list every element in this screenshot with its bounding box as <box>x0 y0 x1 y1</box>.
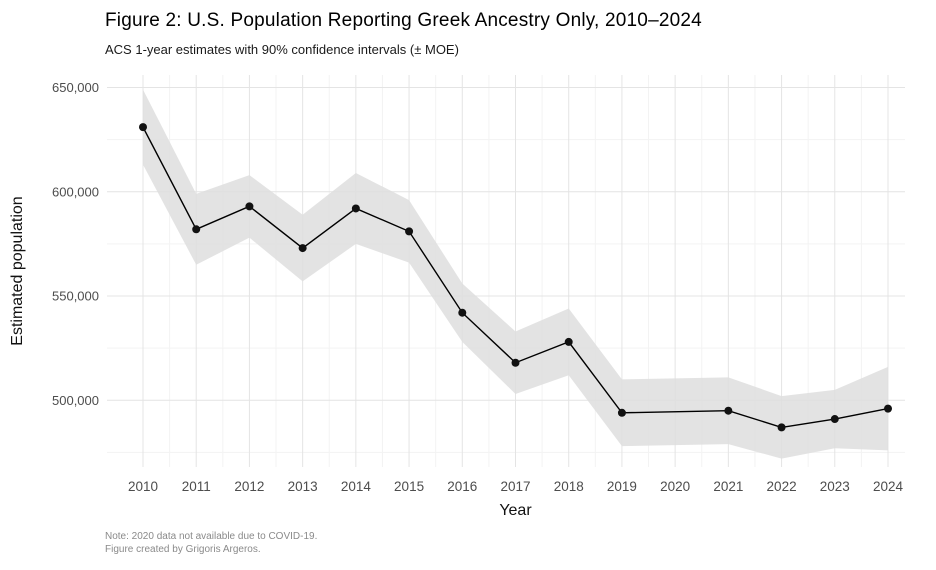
series-layer <box>139 89 892 459</box>
y-tick-label: 550,000 <box>52 289 99 304</box>
x-tick-label: 2017 <box>500 479 530 494</box>
chart-subtitle: ACS 1-year estimates with 90% confidence… <box>105 42 459 57</box>
data-point <box>884 404 892 413</box>
data-point <box>777 423 786 432</box>
y-tick-label: 600,000 <box>52 184 99 199</box>
data-point <box>724 406 733 415</box>
x-tick-label: 2014 <box>341 479 372 494</box>
data-point <box>405 227 414 236</box>
x-tick-label: 2019 <box>607 479 637 494</box>
chart-note: Note: 2020 data not available due to COV… <box>105 531 318 542</box>
data-point <box>351 204 360 213</box>
data-point <box>192 225 201 234</box>
data-point <box>458 308 467 317</box>
x-tick-label: 2021 <box>713 479 743 494</box>
x-tick-label: 2018 <box>554 479 584 494</box>
chart-title: Figure 2: U.S. Population Reporting Gree… <box>105 10 702 31</box>
x-axis-title: Year <box>499 502 532 519</box>
data-point <box>245 202 254 211</box>
y-tick-label: 650,000 <box>52 80 99 95</box>
chart-credit: Figure created by Grigoris Argeros. <box>105 544 261 555</box>
data-point <box>564 337 573 346</box>
x-tick-label: 2016 <box>447 479 477 494</box>
data-point <box>830 415 839 424</box>
y-axis-title: Estimated population <box>9 196 26 346</box>
x-tick-label: 2015 <box>394 479 424 494</box>
data-point <box>617 408 626 417</box>
y-tick-label: 500,000 <box>52 393 99 408</box>
x-tick-label: 2022 <box>767 479 797 494</box>
data-point <box>139 123 147 132</box>
x-tick-label: 2012 <box>234 479 264 494</box>
x-tick-label: 2013 <box>288 479 318 494</box>
data-point <box>298 244 307 253</box>
data-point <box>511 358 520 367</box>
x-tick-label: 2020 <box>660 479 690 494</box>
gridlines <box>107 75 905 467</box>
axis-tick-labels: 500,000 550,000 600,000 650,000 2010 2011 2012… <box>52 80 904 494</box>
x-tick-label: 2024 <box>873 479 904 494</box>
x-tick-label: 2010 <box>128 479 158 494</box>
x-tick-label: 2011 <box>182 479 211 494</box>
trend-line <box>142 126 889 429</box>
x-tick-label: 2023 <box>820 479 850 494</box>
